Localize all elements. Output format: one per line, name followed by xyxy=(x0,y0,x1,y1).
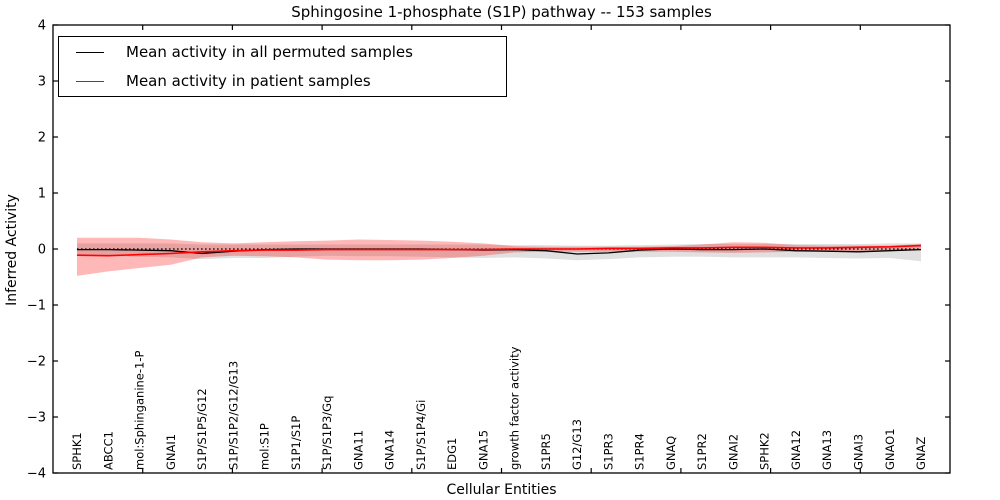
entity-label: GNAI1 xyxy=(164,434,178,470)
y-tick-label: 1 xyxy=(38,187,46,202)
entity-label: S1P/S1P5/G12 xyxy=(195,388,209,470)
entity-label: GNA13 xyxy=(820,430,834,470)
legend-entry-permuted: Mean activity in all permuted samples xyxy=(59,38,506,66)
entity-label: GNA12 xyxy=(789,430,803,470)
entity-label: GNAO1 xyxy=(883,428,897,470)
entity-label: mol:S1P xyxy=(258,423,272,470)
entity-label: GNA15 xyxy=(476,430,490,470)
entity-label: GNA11 xyxy=(351,430,365,470)
entity-label: S1P/S1P4/Gi xyxy=(414,400,428,470)
y-tick-label: 0 xyxy=(38,243,46,258)
legend: Mean activity in all permuted samples Me… xyxy=(58,36,507,97)
y-tick-label: 2 xyxy=(38,131,46,146)
entity-label: SPHK2 xyxy=(758,432,772,470)
y-tick-label: −4 xyxy=(27,467,46,482)
entity-label: GNAI2 xyxy=(727,434,741,470)
entity-label: GNAI3 xyxy=(852,434,866,470)
legend-label: Mean activity in patient samples xyxy=(126,72,371,90)
entity-label: S1PR2 xyxy=(695,433,709,470)
patient-line-swatch xyxy=(76,80,104,82)
patient-mean-line xyxy=(76,244,922,257)
entity-label: G12/G13 xyxy=(570,419,584,470)
entity-label: SPHK1 xyxy=(70,432,84,470)
x-axis-label: Cellular Entities xyxy=(446,482,557,498)
entity-label: S1PR3 xyxy=(601,433,615,470)
y-tick-label: 4 xyxy=(38,19,46,34)
entity-label: growth factor activity xyxy=(508,346,522,470)
entity-label: GNAZ xyxy=(914,437,928,470)
legend-label: Mean activity in all permuted samples xyxy=(126,43,413,61)
permuted-line-swatch xyxy=(76,51,104,53)
entity-label: GNAQ xyxy=(664,436,678,470)
y-tick-label: 3 xyxy=(38,75,46,90)
y-tick-label: −2 xyxy=(27,355,46,370)
legend-entry-patient: Mean activity in patient samples xyxy=(59,67,506,95)
y-tick-label: −3 xyxy=(27,411,46,426)
entity-label: S1P/S1P3/Gq xyxy=(320,396,334,470)
entity-label: S1PR4 xyxy=(633,433,647,470)
entity-label: S1P1/S1P xyxy=(289,416,303,470)
entity-label: S1P/S1P2/G12/G13 xyxy=(226,361,240,470)
entity-label: EDG1 xyxy=(445,438,459,470)
entity-label: S1PR5 xyxy=(539,433,553,470)
entity-label: ABCC1 xyxy=(101,431,115,470)
entity-label: GNA14 xyxy=(383,430,397,470)
entity-label: mol:Sphinganine-1-P xyxy=(133,351,147,470)
chart-title: Sphingosine 1-phosphate (S1P) pathway --… xyxy=(291,3,712,21)
y-tick-label: −1 xyxy=(27,299,46,314)
